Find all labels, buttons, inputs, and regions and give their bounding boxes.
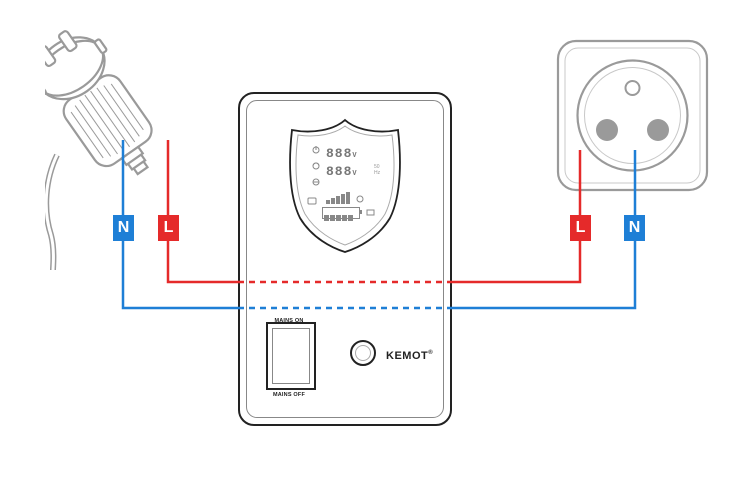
wire-right-neutral [448,180,635,308]
terminal-label-l-left: L [158,215,179,241]
wiring-diagram: N L L N 888V 888V [0,0,750,500]
terminal-label-n-left: N [113,215,134,241]
terminal-label-l-right: L [570,215,591,241]
wire-right-live [448,180,580,282]
wiring-svg [0,0,750,500]
terminal-label-n-right: N [624,215,645,241]
wire-left-neutral [123,156,238,308]
